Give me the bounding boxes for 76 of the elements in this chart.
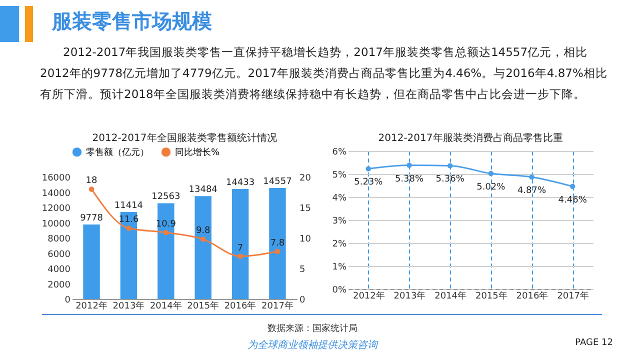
y-tick-label: 5%	[332, 170, 347, 180]
x-tick-label: 2014年	[150, 300, 182, 312]
y2-tick-label: 10	[300, 234, 312, 244]
data-label: 14557	[263, 177, 292, 188]
data-label: 5.36%	[436, 174, 465, 185]
data-label: 5.38%	[394, 174, 424, 184]
y-tick-label: 14000	[42, 188, 71, 199]
y-tick-label: 6000	[48, 250, 71, 260]
y-tick-label: 0	[64, 296, 71, 306]
point	[163, 230, 169, 236]
point	[238, 254, 243, 259]
x-tick-label: 2013年	[394, 290, 426, 302]
y-tick-label: 8000	[48, 234, 71, 244]
x-tick-label: 2012年	[352, 290, 385, 302]
data-label: 14433	[226, 178, 255, 188]
point	[529, 174, 534, 180]
data-label: 18	[86, 176, 98, 186]
y-tick-label: 1%	[332, 262, 347, 272]
data-label: 4.87%	[517, 186, 546, 196]
chart-title: 2012-2017年服装类消费占商品零售比重	[378, 132, 563, 144]
x-tick-label: 2017年	[557, 290, 590, 302]
x-tick-label: 2016年	[516, 290, 548, 302]
chart-title: 2012-2017年全国服装类零售额统计情况	[92, 132, 277, 144]
y2-tick-label: 20	[300, 174, 312, 184]
data-label: 4.46%	[558, 195, 588, 206]
bar	[158, 203, 174, 299]
y2-tick-label: 15	[300, 204, 311, 214]
point	[488, 170, 494, 176]
bar	[83, 224, 100, 299]
bar	[120, 212, 138, 299]
source-note: 数据来源：国家统计局	[266, 322, 358, 335]
y-tick-label: 6%	[332, 148, 347, 158]
y2-tick-label: 5	[300, 265, 306, 275]
y-tick-label: 3%	[332, 216, 347, 226]
y-tick-label: 10000	[42, 219, 71, 230]
y-tick-label: 12000	[42, 204, 71, 214]
x-tick-label: 2017年	[262, 300, 294, 312]
point	[126, 226, 132, 231]
data-label: 13484	[188, 185, 218, 196]
data-label: 11414	[114, 200, 144, 211]
x-tick-label: 2015年	[475, 290, 508, 302]
x-tick-label: 2012年	[76, 300, 108, 312]
text: 为全球商业领袖提供决策咨询	[248, 340, 378, 351]
data-label: 5.23%	[354, 178, 384, 188]
y2-tick-label: 0	[300, 296, 306, 306]
bar	[194, 196, 212, 299]
data-label: 7.8	[270, 238, 285, 248]
x-tick-label: 2016年	[224, 300, 256, 312]
y-tick-label: 0%	[332, 286, 347, 296]
point	[88, 186, 94, 192]
legend-label: 同比增长%	[175, 147, 220, 158]
point	[200, 236, 206, 242]
bar	[269, 188, 286, 299]
legend-label: 零售额（亿元）	[86, 147, 149, 158]
x-tick-label: 2015年	[187, 300, 220, 312]
y-tick-label: 2000	[48, 280, 71, 290]
point	[570, 184, 576, 190]
y-tick-label: 16000	[42, 174, 71, 184]
text: 服装零售市场规模	[52, 8, 212, 35]
text: PAGE 12	[575, 338, 613, 348]
x-tick-label: 2013年	[112, 300, 145, 312]
point	[274, 248, 280, 254]
data-label: 7	[237, 243, 244, 254]
y-tick-label: 2%	[332, 240, 347, 250]
y-tick-label: 4%	[332, 194, 347, 204]
point	[366, 166, 372, 172]
data-label: 9.8	[196, 226, 211, 236]
data-label: 12563	[152, 192, 180, 202]
data-label: 5.02%	[476, 182, 506, 193]
point	[406, 162, 412, 168]
point	[447, 163, 453, 168]
x-tick-label: 2014年	[434, 290, 467, 302]
text: 2012-2017年我国服装类零售一直保持平稳增长趋势，2017年服装类零售总额达14557亿元，相比2012年的9778亿元增加了4779亿元。2017年服装类消费占商品零售比重为4.46%。与2016年4.87%相比有所下滑。预计2018年全国服装类消费将继续保持稳中有长趋势，但在商品零售中占比会进一步下降。	[40, 44, 608, 103]
bar	[232, 188, 249, 299]
data-label: 9778	[80, 213, 104, 224]
y-tick-label: 4000	[48, 265, 71, 275]
